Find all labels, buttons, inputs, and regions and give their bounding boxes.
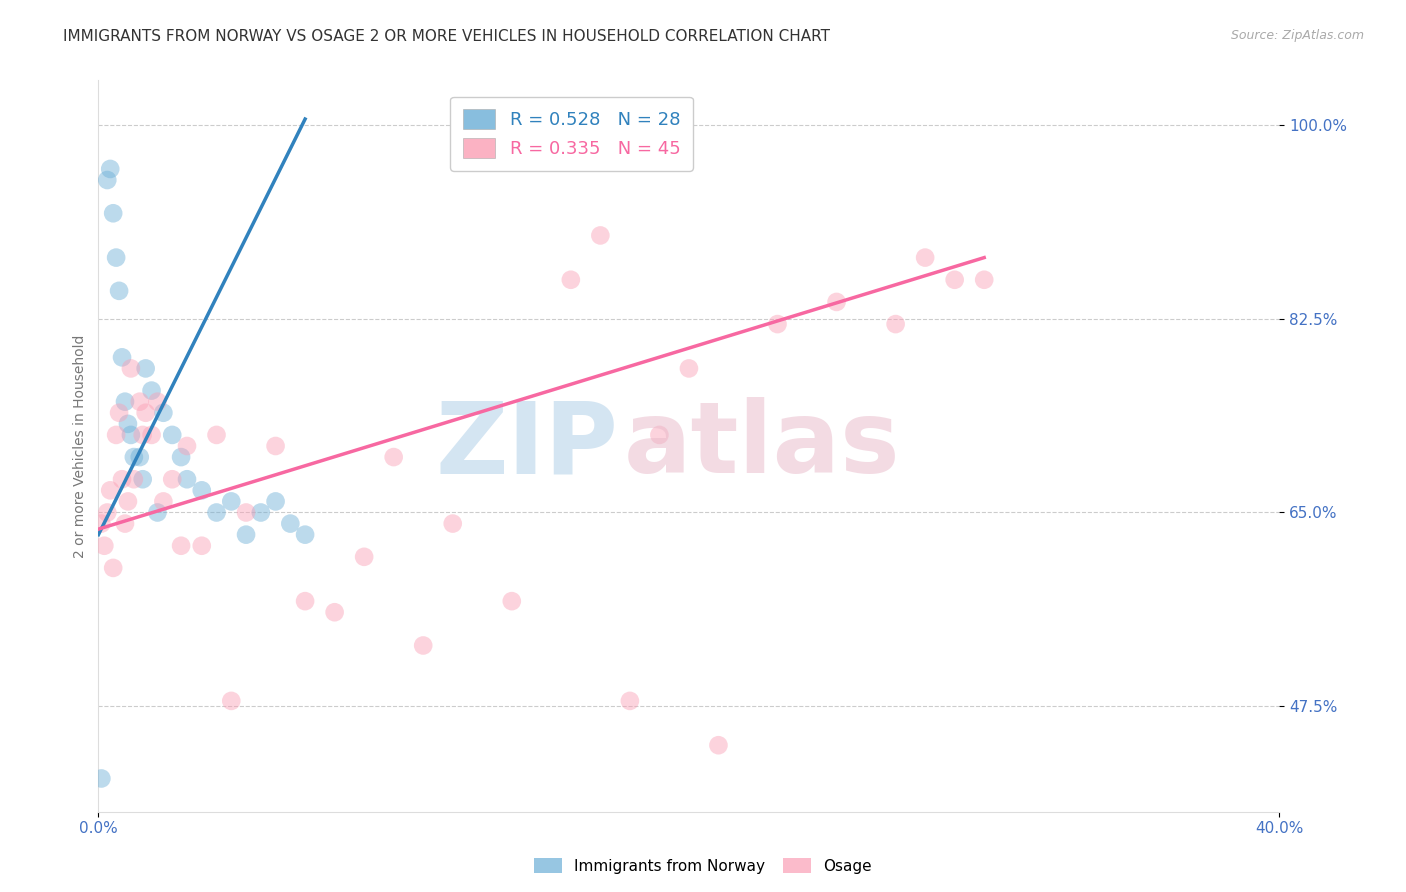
Text: Source: ZipAtlas.com: Source: ZipAtlas.com [1230,29,1364,42]
Point [973,273,995,287]
Point [93,539,115,553]
Point [501,594,523,608]
Point [205,428,228,442]
Point [96,506,118,520]
Point [191,539,214,553]
Point [122,472,145,486]
Point [141,384,163,398]
Point [176,439,198,453]
Point [103,206,125,220]
Point [221,694,243,708]
Point [108,406,131,420]
Point [221,494,243,508]
Text: IMMIGRANTS FROM NORWAY VS OSAGE 2 OR MORE VEHICLES IN HOUSEHOLD CORRELATION CHAR: IMMIGRANTS FROM NORWAY VS OSAGE 2 OR MOR… [63,29,831,44]
Point [128,394,150,409]
Point [135,361,157,376]
Y-axis label: 2 or more Vehicles in Household: 2 or more Vehicles in Household [73,334,87,558]
Legend: Immigrants from Norway, Osage: Immigrants from Norway, Osage [529,852,877,880]
Point [294,527,316,541]
Point [589,228,612,243]
Point [152,494,174,508]
Point [120,361,142,376]
Point [250,506,273,520]
Point [648,428,671,442]
Point [114,394,136,409]
Point [111,351,134,365]
Point [235,527,257,541]
Point [122,450,145,464]
Point [943,273,966,287]
Point [294,594,316,608]
Point [96,173,118,187]
Point [560,273,582,287]
Point [619,694,641,708]
Point [678,361,700,376]
Point [146,506,169,520]
Point [90,772,112,786]
Legend: R = 0.528   N = 28, R = 0.335   N = 45: R = 0.528 N = 28, R = 0.335 N = 45 [450,96,693,170]
Point [412,639,434,653]
Point [146,394,169,409]
Point [98,483,121,498]
Point [162,472,183,486]
Point [111,472,134,486]
Point [235,506,257,520]
Point [98,161,121,176]
Point [132,428,155,442]
Point [90,516,112,531]
Point [152,406,174,420]
Point [103,561,125,575]
Point [117,417,139,431]
Point [170,450,193,464]
Point [108,284,131,298]
Point [766,317,789,331]
Point [176,472,198,486]
Point [105,251,128,265]
Text: ZIP: ZIP [436,398,619,494]
Point [141,428,163,442]
Point [170,539,193,553]
Point [205,506,228,520]
Point [135,406,157,420]
Point [441,516,464,531]
Point [353,549,375,564]
Point [884,317,907,331]
Point [105,428,128,442]
Point [132,472,155,486]
Point [914,251,936,265]
Point [382,450,405,464]
Point [264,494,287,508]
Text: atlas: atlas [624,398,901,494]
Point [120,428,142,442]
Point [191,483,214,498]
Point [264,439,287,453]
Point [117,494,139,508]
Point [162,428,183,442]
Point [825,294,848,309]
Point [323,605,346,619]
Point [128,450,150,464]
Point [114,516,136,531]
Point [707,738,730,752]
Point [280,516,302,531]
